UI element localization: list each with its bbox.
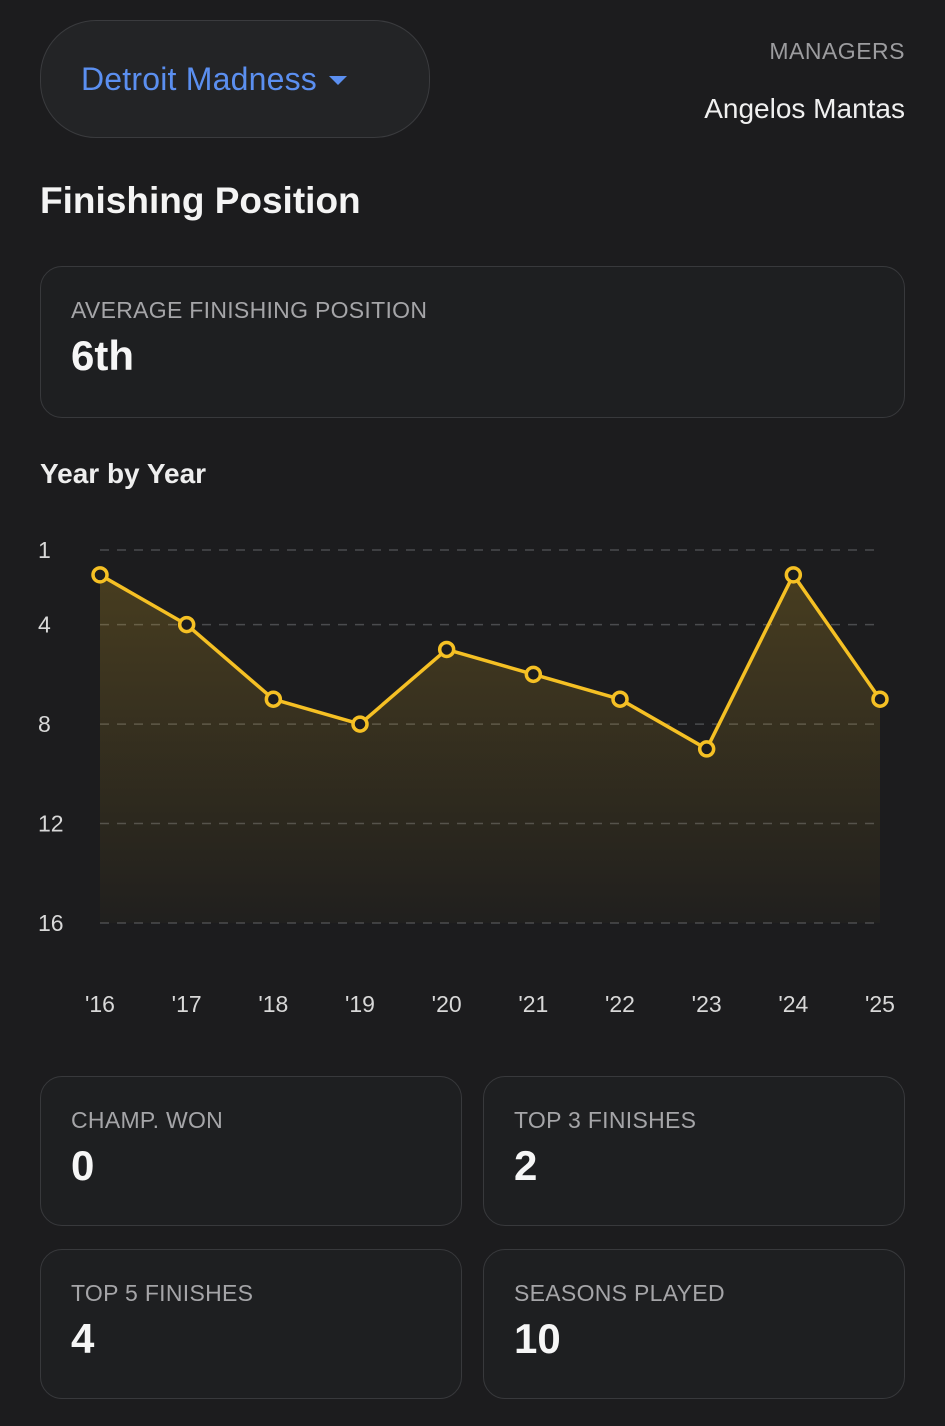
team-name: Detroit Madness (81, 60, 317, 97)
champ-won-card: CHAMP. WON 0 (40, 1076, 462, 1226)
data-point (264, 690, 283, 708)
y-tick-label: 16 (38, 910, 64, 936)
seasons-played-card: SEASONS PLAYED 10 (483, 1249, 905, 1399)
section-title: Finishing Position (40, 180, 361, 221)
finishing-position-chart: 1 4 8 12 16 '16 '17 '18 '19 '20 '21 '22 '23 '24 '25 (38, 537, 895, 1017)
stat-label: TOP 5 FINISHES (71, 1280, 254, 1306)
data-point (351, 715, 369, 733)
data-point (524, 665, 543, 684)
y-tick-label: 1 (38, 537, 51, 563)
series-line (98, 573, 882, 751)
stat-label: CHAMP. WON (71, 1107, 224, 1133)
manager-name: Angelos Mantas (704, 93, 905, 124)
stat-value: 2 (514, 1142, 538, 1189)
data-point (177, 615, 196, 634)
top5-finishes-card: TOP 5 FINISHES 4 (40, 1249, 462, 1399)
chart-title: Year by Year (40, 458, 207, 489)
stat-value: 0 (71, 1142, 95, 1189)
x-tick-label: '25 (865, 991, 895, 1017)
average-position-card: AVERAGE FINISHING POSITION 6th (40, 266, 905, 418)
stat-value: 10 (514, 1315, 561, 1362)
data-point (437, 640, 456, 659)
x-tick-label: '20 (432, 991, 462, 1017)
stat-label: TOP 3 FINISHES (514, 1107, 697, 1133)
data-point (611, 690, 629, 708)
managers-block: MANAGERS Angelos Mantas (704, 38, 905, 125)
stat-value: 4 (71, 1315, 95, 1362)
average-position-value: 6th (71, 332, 134, 379)
caret-down-icon (328, 75, 347, 85)
x-tick-label: '21 (518, 991, 548, 1017)
team-dropdown[interactable]: Detroit Madness (40, 20, 430, 138)
stat-label: SEASONS PLAYED (514, 1280, 725, 1306)
y-tick-label: 4 (38, 612, 51, 638)
data-point (871, 690, 889, 708)
x-tick-label: '23 (692, 991, 722, 1017)
x-tick-label: '18 (258, 991, 288, 1017)
average-position-label: AVERAGE FINISHING POSITION (71, 297, 428, 323)
y-tick-label: 8 (38, 711, 51, 737)
x-tick-label: '16 (85, 991, 115, 1017)
x-tick-label: '22 (605, 991, 635, 1017)
data-point (91, 566, 109, 584)
series-area (100, 574, 880, 923)
y-tick-label: 12 (38, 811, 64, 837)
x-tick-label: '19 (345, 991, 375, 1017)
managers-label: MANAGERS (769, 38, 905, 64)
top3-finishes-card: TOP 3 FINISHES 2 (483, 1076, 905, 1226)
data-point (784, 566, 803, 584)
x-tick-label: '17 (172, 991, 202, 1017)
x-tick-label: '24 (778, 991, 808, 1017)
data-point (697, 740, 716, 758)
